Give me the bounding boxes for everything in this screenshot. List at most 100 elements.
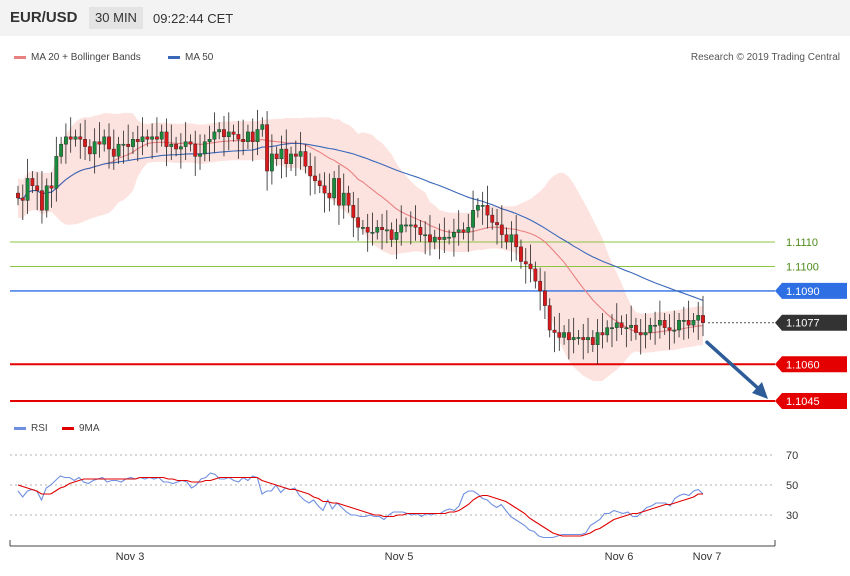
candle-body — [217, 129, 222, 133]
candle-body — [226, 131, 231, 138]
candle — [222, 116, 226, 157]
candle — [576, 330, 581, 345]
ma50-legend-label: MA 50 — [185, 52, 214, 63]
candle — [610, 314, 614, 348]
candle-body — [87, 146, 92, 155]
candle-body — [380, 227, 384, 230]
rsi-legend-label: RSI — [31, 423, 48, 434]
candle-body — [442, 236, 447, 240]
candle — [92, 128, 97, 174]
candle — [562, 325, 566, 345]
candle-body — [399, 224, 404, 233]
candle — [552, 316, 557, 353]
candle — [49, 172, 54, 208]
candle — [356, 197, 361, 241]
candle — [432, 229, 437, 250]
candle-body — [64, 136, 68, 145]
candle — [284, 129, 289, 178]
candle — [437, 223, 442, 260]
candle-body — [614, 322, 619, 328]
candle — [68, 117, 73, 153]
candle-body — [289, 153, 293, 164]
candle — [131, 131, 135, 154]
candle — [107, 123, 111, 169]
candle — [35, 172, 40, 211]
candle — [241, 119, 246, 156]
candle-body — [471, 209, 475, 228]
candle-body — [691, 320, 696, 326]
candle — [571, 317, 576, 354]
candle-body — [686, 320, 691, 326]
candle — [667, 314, 672, 350]
candle — [322, 172, 327, 213]
candle-body — [437, 236, 442, 240]
candle — [207, 125, 212, 162]
candle — [514, 215, 519, 261]
candle-body — [231, 131, 236, 135]
candle — [399, 205, 404, 246]
candle-body — [480, 205, 485, 207]
ma20-legend-label: MA 20 + Bollinger Bands — [31, 52, 141, 63]
candle — [418, 219, 423, 242]
candle — [490, 207, 495, 230]
candle — [677, 312, 681, 338]
pivot-level-label: 1.1100 — [786, 261, 819, 273]
candle-body — [16, 192, 20, 199]
candle-body — [667, 327, 672, 331]
candle — [447, 229, 452, 245]
x-tick-label: Nov 3 — [116, 551, 145, 563]
candle-body — [279, 148, 284, 160]
candle-body — [140, 136, 145, 142]
candle-body — [159, 131, 164, 140]
candle — [16, 185, 20, 206]
candle-body — [298, 151, 303, 157]
candle-body — [246, 131, 250, 142]
candle-body — [20, 197, 25, 201]
candle — [495, 208, 499, 245]
candle — [413, 205, 418, 241]
candle-body — [303, 151, 308, 167]
candle-body — [610, 327, 614, 330]
candle — [20, 184, 25, 220]
candle — [78, 123, 83, 159]
current-label-box — [775, 314, 847, 331]
rsi-legend: RSI — [14, 423, 48, 434]
candle — [116, 136, 121, 164]
candle-body — [164, 131, 169, 147]
candle-body — [605, 327, 610, 336]
candle-body — [418, 227, 423, 235]
ma20-legend: MA 20 + Bollinger Bands — [14, 52, 141, 63]
candle-body — [111, 148, 116, 157]
candle — [696, 301, 701, 340]
candle — [581, 323, 586, 360]
candle — [332, 171, 337, 206]
candle-body — [428, 234, 432, 243]
candle — [480, 191, 485, 225]
candle-body — [643, 332, 648, 336]
candle — [485, 185, 490, 229]
rsi-line — [17, 472, 704, 539]
candle-body — [624, 327, 629, 330]
candle-body — [586, 337, 590, 341]
rsi-panel: 30 50 70 — [10, 450, 798, 539]
candle-body — [188, 141, 193, 145]
candle — [442, 217, 447, 254]
candle-body — [394, 232, 399, 240]
candle — [595, 319, 600, 365]
candle — [408, 211, 413, 245]
candle-body — [178, 146, 183, 150]
candle — [59, 136, 64, 164]
candle — [145, 129, 150, 147]
candle — [341, 173, 346, 219]
candle — [557, 312, 562, 351]
timeframe-selector[interactable]: 30 MIN — [89, 7, 143, 29]
candle — [653, 311, 657, 345]
candle — [519, 239, 523, 269]
candle-body — [452, 232, 456, 238]
candle — [370, 212, 375, 246]
candle-body — [25, 178, 30, 201]
candle — [365, 213, 370, 252]
candle-body — [538, 280, 543, 292]
candle-body — [432, 236, 437, 243]
